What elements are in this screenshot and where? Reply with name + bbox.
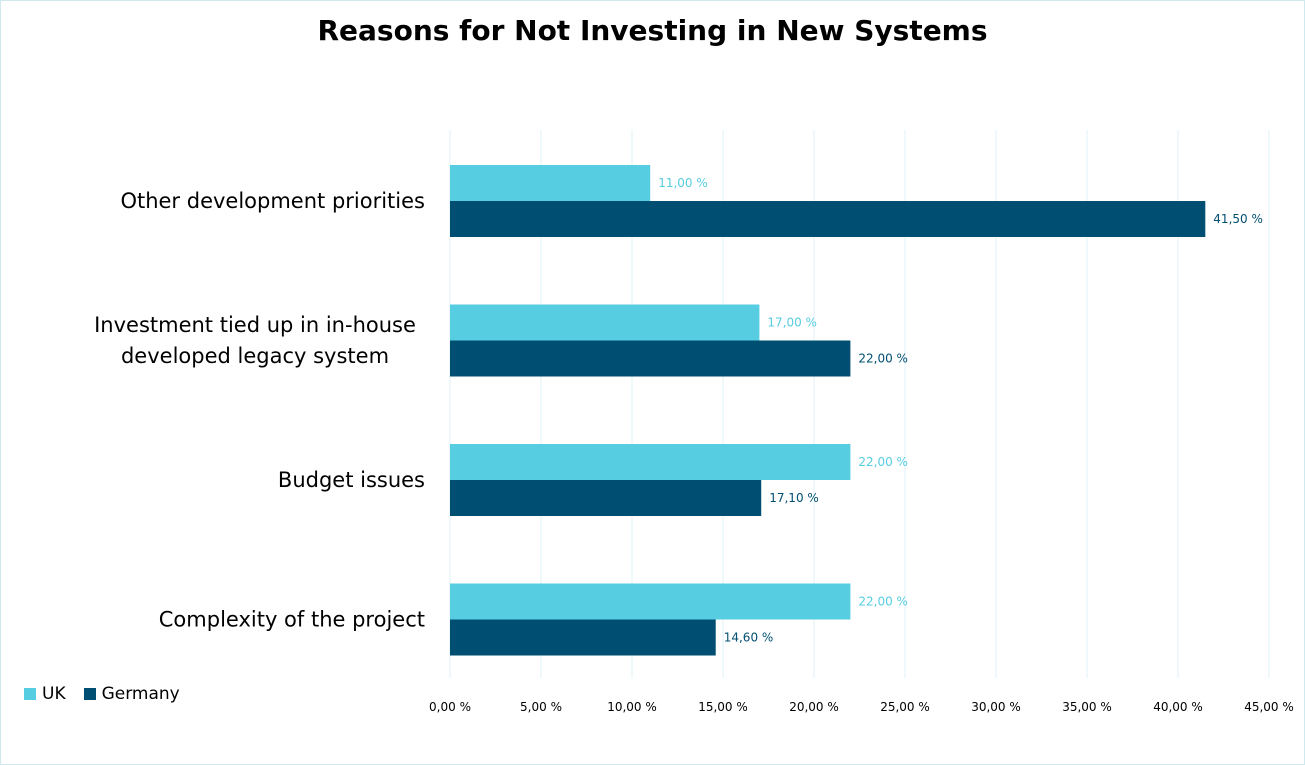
bar-uk [450, 444, 851, 480]
x-tick-label: 30,00 % [971, 700, 1021, 714]
bar-germany [450, 480, 762, 516]
legend-swatch-uk [24, 688, 36, 700]
category-label: Investment tied up in in-house [94, 313, 416, 337]
x-tick-label: 20,00 % [789, 700, 839, 714]
x-tick-label: 25,00 % [880, 700, 930, 714]
x-tick-label: 45,00 % [1244, 700, 1294, 714]
bars: 11,00 % 41,50 % 17,00 % 22,00 % 22,00 % 17,10… [450, 165, 1263, 656]
chart-title: Reasons for Not Investing in New Systems [317, 14, 988, 47]
x-tick-label: 15,00 % [698, 700, 748, 714]
bar-uk [450, 583, 851, 620]
bar-germany [450, 619, 716, 656]
data-label: 17,00 % [767, 316, 817, 330]
data-label: 17,10 % [769, 491, 819, 505]
data-label: 22,00 % [858, 352, 908, 366]
bar-uk [450, 165, 651, 201]
category-label: developed legacy system [121, 344, 389, 368]
category-label: Complexity of the project [159, 608, 425, 632]
x-tick-label: 5,00 % [520, 700, 562, 714]
x-tick-label: 35,00 % [1062, 700, 1112, 714]
category-label: Other development priorities [120, 189, 425, 213]
category-label: Budget issues [278, 468, 425, 492]
data-label: 41,50 % [1213, 212, 1263, 226]
bar-germany [450, 340, 851, 377]
category-labels: Other development priorities Investment t… [94, 189, 425, 632]
legend-label-germany: Germany [101, 684, 180, 704]
bar-uk [450, 304, 760, 341]
data-label: 14,60 % [724, 631, 774, 645]
bar-germany [450, 201, 1206, 237]
legend-label-uk: UK [42, 684, 66, 704]
x-tick-label: 10,00 % [607, 700, 657, 714]
data-label: 22,00 % [858, 455, 908, 469]
x-tick-label: 40,00 % [1153, 700, 1203, 714]
x-tick-label: 0,00 % [429, 700, 471, 714]
legend-swatch-germany [83, 688, 96, 700]
legend-item-germany: Germany [83, 684, 180, 704]
data-label: 22,00 % [858, 595, 908, 609]
data-label: 11,00 % [658, 176, 708, 190]
legend-item-uk: UK [24, 684, 66, 704]
x-tick-labels: 0,00 % 5,00 % 10,00 % 15,00 % 20,00 % 25,00 %… [429, 700, 1294, 714]
legend: UK Germany [24, 684, 180, 704]
